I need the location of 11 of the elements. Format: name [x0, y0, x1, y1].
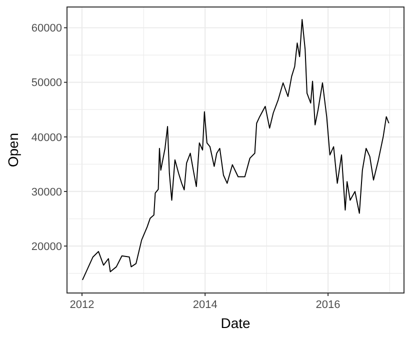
line-series: [82, 19, 390, 280]
y-tick-label: 20000: [31, 240, 62, 253]
x-tick-label: 2014: [192, 299, 218, 311]
x-axis-title: Date: [220, 315, 250, 331]
y-tick-label: 60000: [31, 22, 62, 35]
y-axis-title: Open: [5, 132, 21, 168]
y-tick-label: 50000: [31, 77, 62, 90]
y-tick-label: 30000: [31, 186, 62, 198]
x-tick-label: 2012: [70, 299, 94, 311]
x-tick-label: 2016: [316, 299, 340, 311]
y-tick-label: 40000: [31, 132, 62, 144]
